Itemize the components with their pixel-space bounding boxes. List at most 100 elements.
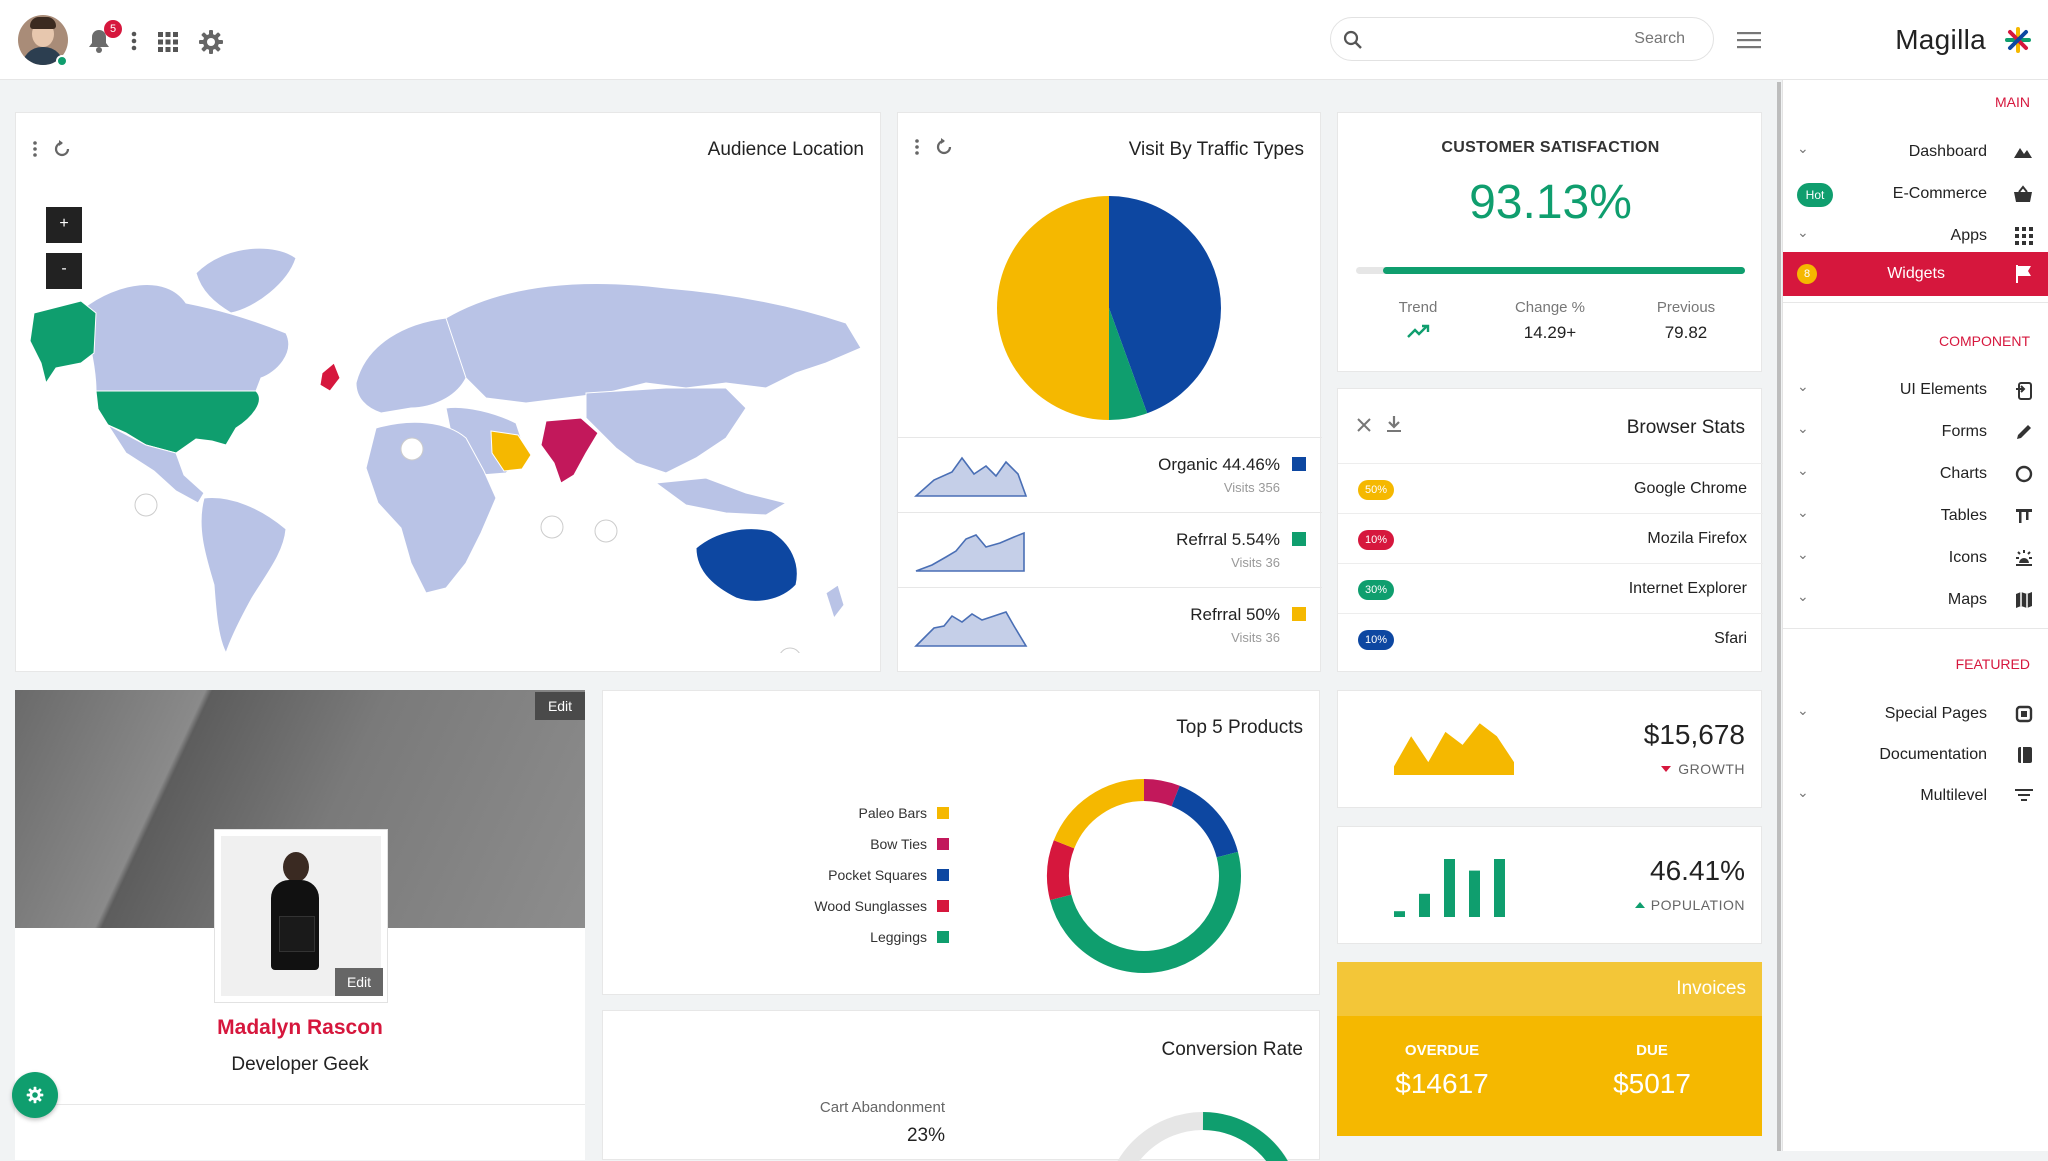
chevron-down-icon: ⌄ <box>1797 784 1809 800</box>
audience-location-card: Audience Location + - <box>15 112 881 672</box>
sun-icon <box>2016 550 2032 566</box>
search-icon <box>1343 30 1362 49</box>
traffic-pie-chart[interactable] <box>994 193 1224 423</box>
menu-icon[interactable] <box>1737 31 1761 49</box>
settings-fab[interactable] <box>12 1072 58 1118</box>
refresh-icon[interactable] <box>934 137 954 157</box>
population-bar <box>1444 859 1455 917</box>
growth-area <box>1394 723 1514 775</box>
donut-segment-paleo-bars[interactable] <box>1053 779 1145 849</box>
pie-slice-organic[interactable] <box>1109 196 1221 414</box>
close-icon[interactable] <box>1356 417 1372 433</box>
growth-label: GROWTH <box>1678 761 1745 777</box>
donut-segment-bow-ties[interactable] <box>1143 779 1180 807</box>
brand-name[interactable]: Magilla <box>1895 24 1986 55</box>
sidebar-item-label: Charts <box>1939 465 1987 482</box>
grid-icon <box>2015 227 2033 245</box>
bell-icon[interactable] <box>88 28 110 54</box>
sidebar-item-label: Multilevel <box>1920 787 1987 804</box>
pages-icon <box>2015 705 2033 723</box>
overdue-value: $14617 <box>1395 1068 1489 1099</box>
sidebar-item-icons[interactable]: ⌄ Icons <box>1783 538 2048 580</box>
flag-icon <box>2016 265 2031 283</box>
gear-icon[interactable] <box>198 29 224 55</box>
sidebar-item-multilevel[interactable]: ⌄ Multilevel <box>1783 776 2048 818</box>
sparkline <box>914 456 1028 497</box>
edit-photo-button[interactable]: Edit <box>335 968 383 996</box>
browser-stats-card: Browser Stats 50% Google Chrome 10% Mozi… <box>1337 388 1763 672</box>
world-map[interactable] <box>26 213 876 653</box>
traffic-sub: Visits 356 <box>1223 480 1280 495</box>
avatar[interactable] <box>18 15 68 65</box>
map-saudi-arabia <box>490 430 532 472</box>
map-east-asia <box>585 387 747 474</box>
sidebar-item-documentation[interactable]: Documentation <box>1783 735 2048 777</box>
legend-swatch <box>1292 607 1306 621</box>
traffic-row-organic: Organic 44.46% Visits 356 <box>898 438 1322 512</box>
growth-card: $15,678 GROWTH <box>1337 690 1762 808</box>
chevron-down-icon: ⌄ <box>1797 140 1809 156</box>
refresh-icon[interactable] <box>52 139 72 159</box>
profile-role: Developer Geek <box>231 1054 369 1075</box>
download-icon[interactable] <box>1386 415 1402 433</box>
dashboard-icon <box>2014 148 2032 158</box>
sidebar-item-special-pages[interactable]: ⌄ Special Pages <box>1783 694 2048 736</box>
browser-row: 30% Internet Explorer <box>1338 563 1763 613</box>
sidebar-item-forms[interactable]: ⌄ Forms <box>1783 412 2048 454</box>
traffic-label: Refrral 5.54% <box>1176 530 1280 549</box>
sidebar-item-ui-elements[interactable]: ⌄ UI Elements <box>1783 370 2048 412</box>
caret-up-icon <box>1635 902 1645 908</box>
browser-name: Google Chrome <box>1634 480 1747 497</box>
divider <box>1783 302 2048 303</box>
population-bar <box>1494 859 1505 917</box>
browser-name: Sfari <box>1714 630 1747 647</box>
sidebar: Main ⌄ Dashboard Hot E-Commerce ⌄ Apps 8… <box>1782 80 2048 1151</box>
legend-item: Wood Sunglasses <box>814 898 949 918</box>
sidebar-item-apps[interactable]: ⌄ Apps <box>1783 216 2048 258</box>
overdue-label: OVERDUE <box>1404 1042 1480 1059</box>
donut-segment-leggings[interactable] <box>1050 851 1241 973</box>
pie-slice-refrral[interactable] <box>1109 308 1148 420</box>
more-vertical-icon[interactable] <box>130 30 138 52</box>
main-scrollbar[interactable] <box>1777 82 1781 1151</box>
chevron-down-icon: ⌄ <box>1797 546 1809 562</box>
search-input[interactable] <box>1375 26 1685 52</box>
traffic-row-referral-2: Refrral 50% Visits 36 <box>898 588 1322 662</box>
map-uk <box>319 362 341 392</box>
donut-segment-pocket-squares[interactable] <box>1171 785 1238 858</box>
edit-cover-button[interactable]: Edit <box>535 692 585 720</box>
chevron-down-icon: ⌄ <box>1797 378 1809 394</box>
hot-badge: Hot <box>1797 183 1833 207</box>
map-india <box>540 417 599 484</box>
sidebar-item-maps[interactable]: ⌄ Maps <box>1783 580 2048 622</box>
profile-card: Edit Edit Madalyn Rascon Developer Geek <box>15 690 585 1160</box>
population-bar-chart <box>1394 859 1505 917</box>
browser-row: 50% Google Chrome <box>1338 463 1763 513</box>
apps-grid-icon[interactable] <box>158 32 178 52</box>
products-legend: Paleo Bars Bow Ties Pocket Squares Wood … <box>603 805 949 965</box>
invoices-header: Invoices <box>1337 962 1762 1016</box>
sidebar-item-dashboard[interactable]: ⌄ Dashboard <box>1783 132 2048 174</box>
population-label: POPULATION <box>1650 897 1745 913</box>
more-vertical-icon[interactable] <box>914 139 920 155</box>
zoom-in-button[interactable]: + <box>46 207 82 243</box>
map-africa <box>365 421 497 594</box>
map-alaska <box>29 300 97 385</box>
donut-segment-wood-sunglasses[interactable] <box>1047 840 1075 901</box>
sidebar-item-widgets[interactable]: 8 Widgets <box>1783 252 2048 296</box>
satisfaction-value: 93.13% <box>1469 176 1632 229</box>
pie-slice-refrral[interactable] <box>997 196 1109 420</box>
sidebar-item-label: Icons <box>1948 549 1987 566</box>
previous-value: 79.82 <box>1664 323 1708 342</box>
sidebar-item-charts[interactable]: ⌄ Charts <box>1783 454 2048 496</box>
search-box[interactable] <box>1330 17 1714 61</box>
zoom-out-button[interactable]: - <box>46 253 82 289</box>
legend-item: Leggings <box>870 929 949 949</box>
browser-name: Internet Explorer <box>1628 580 1747 597</box>
brand-logo-icon <box>2005 27 2031 53</box>
more-vertical-icon[interactable] <box>32 141 38 157</box>
sidebar-item-ecommerce[interactable]: Hot E-Commerce <box>1783 174 2048 216</box>
sidebar-item-tables[interactable]: ⌄ Tables <box>1783 496 2048 538</box>
card-title: Visit By Traffic Types <box>1128 139 1304 160</box>
products-donut-chart[interactable] <box>1039 771 1249 981</box>
